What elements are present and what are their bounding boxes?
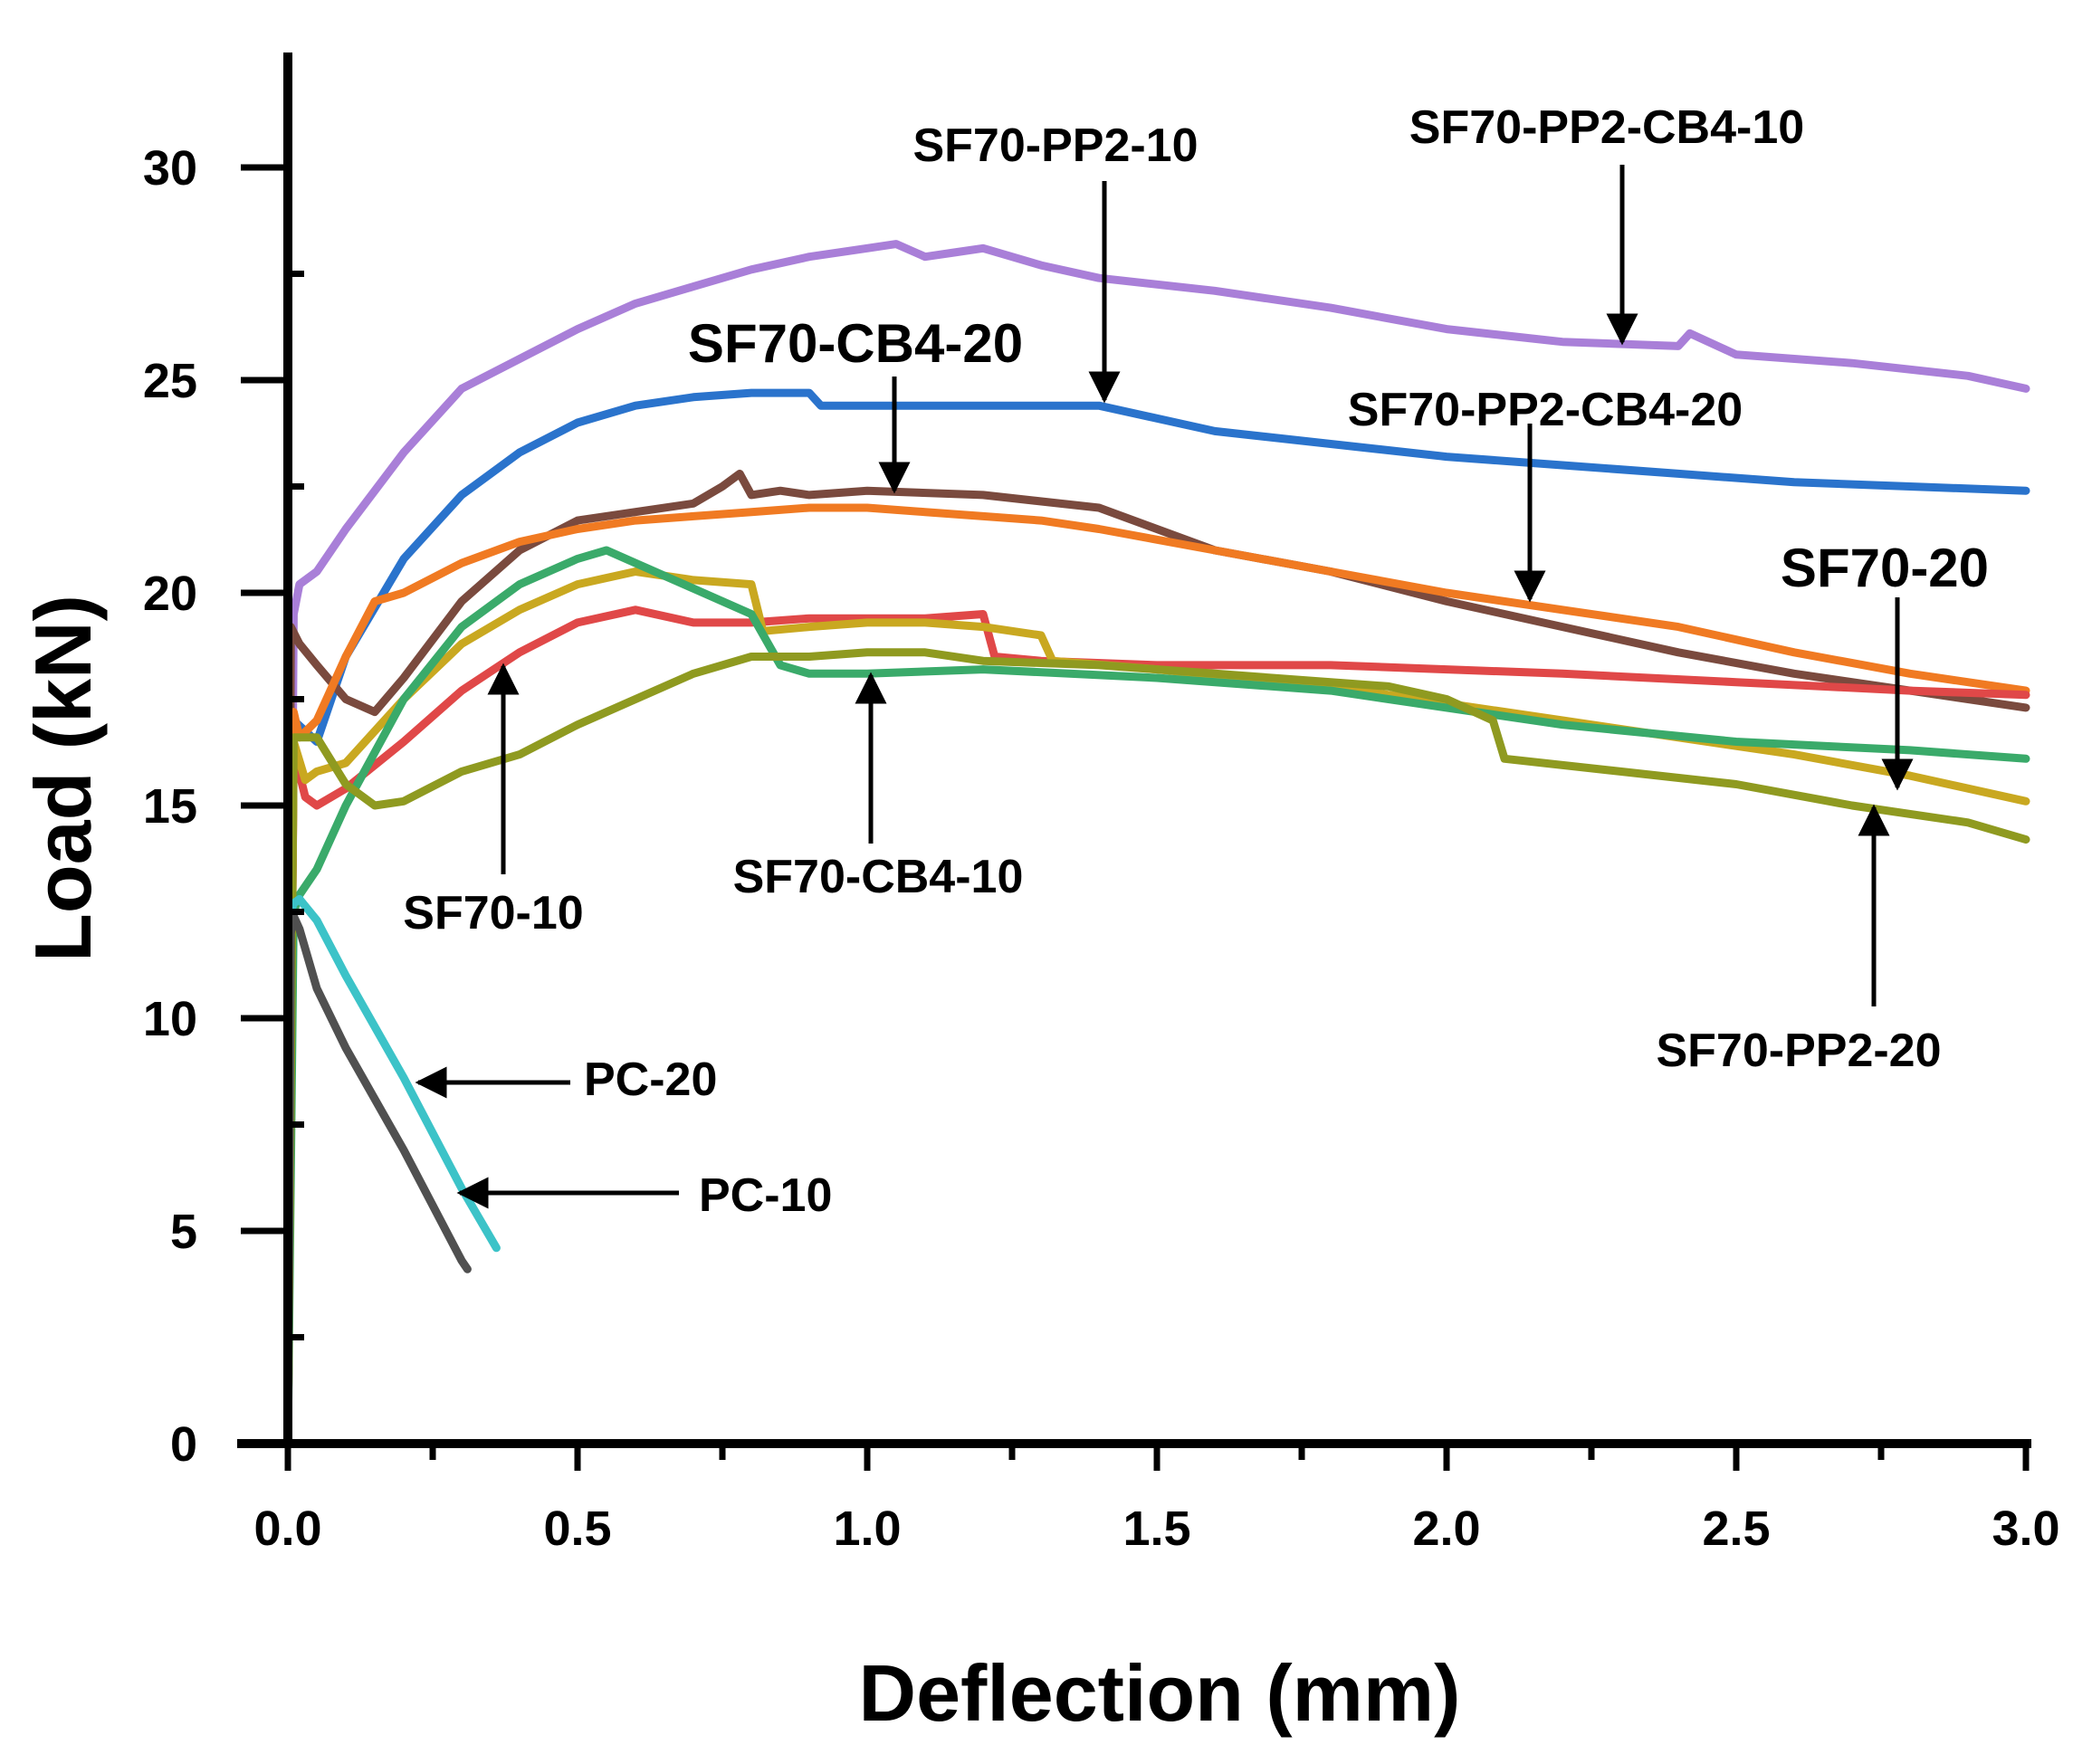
y-tick-label: 20 (143, 567, 197, 621)
annotation-label: SF70-20 (1781, 538, 1989, 598)
x-tick-label: 2.0 (1412, 1502, 1480, 1556)
series-line-sf70-pp2-20 (283, 648, 2030, 1448)
y-tick-label: 0 (170, 1417, 197, 1472)
x-tick-label: 1.0 (833, 1502, 901, 1556)
axes (237, 52, 2031, 1448)
annotation-label: SF70-CB4-20 (688, 313, 1023, 374)
series-layer (283, 240, 2030, 1448)
y-tick-label: 10 (143, 992, 197, 1046)
y-tick-label: 30 (143, 141, 197, 195)
y-tick-label: 25 (143, 354, 197, 408)
annotation-label: SF70-PP2-10 (912, 119, 1198, 172)
series-line-sf70-cb4-20 (283, 469, 2030, 1448)
annotation-label: SF70-PP2-20 (1656, 1025, 1941, 1077)
annotation-label: SF70-CB4-10 (733, 851, 1024, 903)
x-tick-label: 3.0 (1992, 1502, 2059, 1556)
ticks: 0.0 0.5 1.0 1.5 2.0 2.5 3.0 0 5 10 15 20 25 30 (143, 141, 2060, 1556)
annotation-label: PC-10 (699, 1169, 832, 1222)
y-tick-label: 5 (170, 1205, 197, 1259)
x-tick-label: 0.5 (543, 1502, 611, 1556)
annotation-label: PC-20 (584, 1054, 717, 1106)
series-line-pc-20 (283, 894, 501, 1448)
x-tick-label: 1.5 (1122, 1502, 1190, 1556)
series-line-sf70-pp2-cb4-20 (283, 503, 2030, 1448)
x-tick-label: 0.0 (253, 1502, 321, 1556)
y-tick-label: 15 (143, 779, 197, 834)
annotation-label: SF70-PP2-CB4-20 (1348, 384, 1743, 436)
y-axis-title: Load (kN) (18, 595, 108, 962)
series-line-sf70-pp2-10 (283, 388, 2030, 1448)
x-tick-label: 2.5 (1702, 1502, 1770, 1556)
annotation-label: SF70-10 (403, 887, 583, 939)
annotation-label: SF70-PP2-CB4-10 (1409, 101, 1804, 154)
series-line-sf70-20 (283, 567, 2030, 1448)
series-line-sf70-pp2-cb4-10 (283, 240, 2030, 1448)
x-axis-title: Deflection (mm) (859, 1648, 1461, 1738)
series-line-pc-10 (283, 911, 472, 1448)
annotations: SF70-PP2-CB4-10 SF70-PP2-10 SF70-CB4-20 … (403, 101, 1989, 1222)
